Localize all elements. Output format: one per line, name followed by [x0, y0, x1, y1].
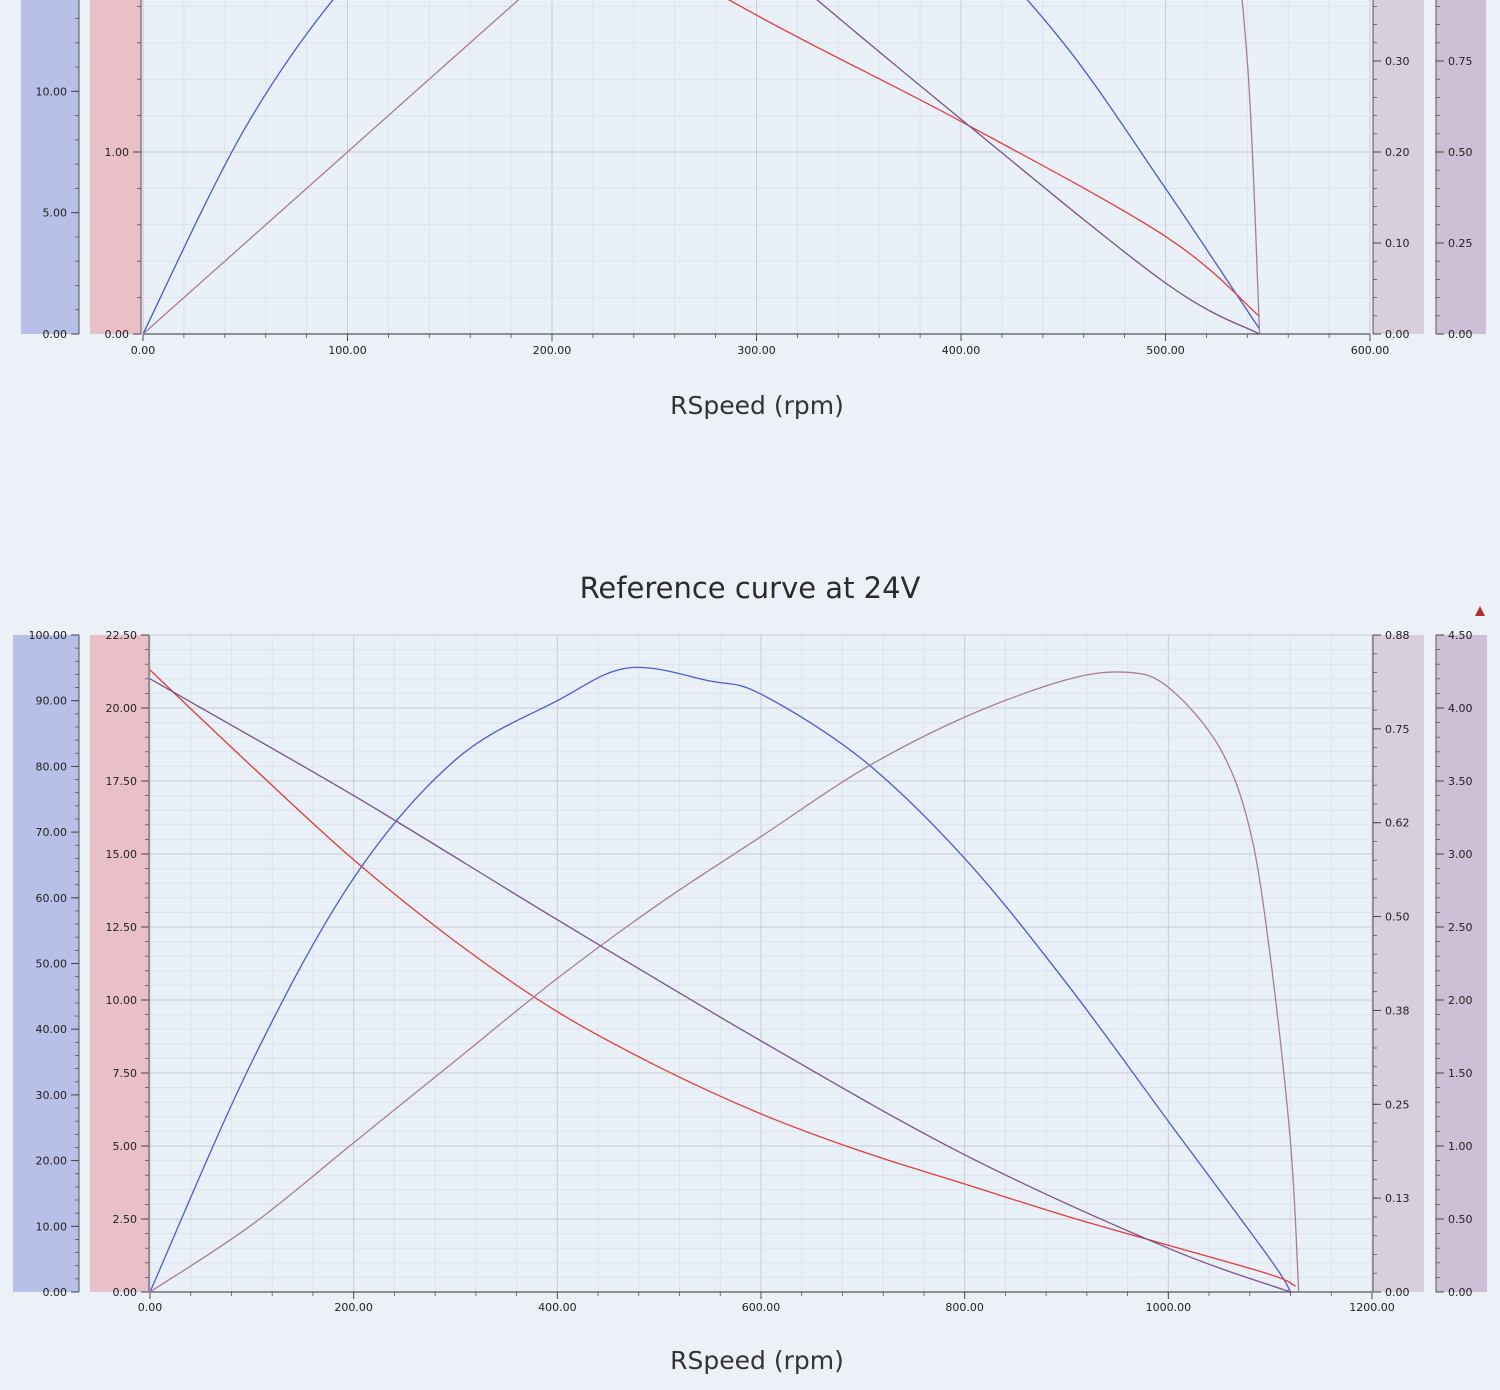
y-tick-label-power: 0.13 — [1385, 1192, 1410, 1205]
axis-band-current — [90, 0, 141, 334]
chart-top: RSpeed (rpm) 0.00 100.00 200.00 300.00 400.0… — [21, 0, 1486, 420]
series-line-current — [727, 0, 1261, 317]
y-tick-label-power: 0.10 — [1385, 237, 1410, 250]
axis-band-torque — [1436, 0, 1486, 334]
series-line-efficiency — [143, 0, 1261, 334]
y-tick-label-torque: 0.50 — [1448, 1213, 1473, 1226]
series-line-torque — [150, 678, 1291, 1292]
x-tick-label: 800.00 — [945, 1301, 984, 1314]
x-axis-label: RSpeed (rpm) — [670, 1346, 844, 1375]
axis-band-current — [90, 635, 149, 1292]
y-tick-label-torque: 4.00 — [1448, 702, 1473, 715]
x-tick-label: 600.00 — [742, 1301, 781, 1314]
y-tick-label-current: 5.00 — [113, 1140, 138, 1153]
axis-band-efficiency — [13, 635, 79, 1292]
y-tick-label-current: 17.50 — [106, 775, 138, 788]
series-line-power — [150, 671, 1300, 1292]
y-tick-label-torque: 3.00 — [1448, 848, 1473, 861]
y-tick-label-torque: 0.00 — [1448, 328, 1473, 341]
y-tick-label-torque: 0.50 — [1448, 146, 1473, 159]
y-tick-label-power: 0.00 — [1385, 328, 1410, 341]
y-tick-label-current: 15.00 — [106, 848, 138, 861]
x-tick-label: 100.00 — [328, 344, 367, 357]
y-tick-label-efficiency: 90.00 — [36, 695, 68, 708]
y-tick-label-power: 0.30 — [1385, 55, 1410, 68]
chart-title: Reference curve at 24V — [580, 571, 921, 605]
axis-band-power — [1373, 0, 1424, 334]
y-tick-label-efficiency: 20.00 — [36, 1155, 68, 1168]
y-tick-label-efficiency: 100.00 — [29, 629, 68, 642]
y-tick-label-torque: 2.00 — [1448, 994, 1473, 1007]
x-tick-label: 400.00 — [538, 1301, 577, 1314]
y-tick-label-power: 0.62 — [1385, 817, 1410, 830]
y-tick-label-current: 10.00 — [106, 994, 138, 1007]
y-tick-label-power: 0.88 — [1385, 629, 1410, 642]
chart-bottom: Reference curve at 24V RSpeed (rpm) 0.00… — [13, 571, 1487, 1375]
y-tick-label-power: 0.25 — [1385, 1098, 1410, 1111]
x-tick-label: 300.00 — [737, 344, 776, 357]
y-tick-label-current: 1.00 — [105, 146, 130, 159]
series-line-torque — [816, 0, 1260, 334]
y-tick-label-torque: 1.00 — [1448, 1140, 1473, 1153]
x-tick-label: 500.00 — [1146, 344, 1185, 357]
y-tick-label-current: 0.00 — [105, 328, 130, 341]
series-group — [143, 0, 1261, 334]
y-tick-label-efficiency: 5.00 — [43, 207, 68, 220]
x-tick-label: 200.00 — [533, 344, 572, 357]
y-tick-label-efficiency: 10.00 — [36, 85, 68, 98]
y-tick-label-power: 0.00 — [1385, 1286, 1410, 1299]
axis-band-power — [1373, 635, 1424, 1292]
y-tick-label-power: 0.20 — [1385, 146, 1410, 159]
y-tick-label-current: 2.50 — [113, 1213, 138, 1226]
x-tick-label: 0.00 — [138, 1301, 163, 1314]
y-tick-label-efficiency: 60.00 — [36, 892, 68, 905]
y-tick-label-efficiency: 40.00 — [36, 1023, 68, 1036]
y-tick-label-torque: 2.50 — [1448, 921, 1473, 934]
x-axis-label: RSpeed (rpm) — [670, 391, 844, 420]
x-tick-label: 400.00 — [942, 344, 981, 357]
x-tick-label: 0.00 — [131, 344, 156, 357]
y-tick-label-efficiency: 10.00 — [36, 1220, 68, 1233]
y-tick-label-power: 0.38 — [1385, 1004, 1410, 1017]
y-tick-label-current: 12.50 — [106, 921, 138, 934]
y-tick-label-torque: 3.50 — [1448, 775, 1473, 788]
y-tick-label-efficiency: 80.00 — [36, 760, 68, 773]
marker-triangle-icon — [1475, 606, 1485, 616]
x-tick-label: 200.00 — [334, 1301, 373, 1314]
y-tick-label-current: 0.00 — [113, 1286, 138, 1299]
y-tick-label-torque: 0.25 — [1448, 237, 1473, 250]
grid — [149, 634, 1373, 1293]
series-line-efficiency — [150, 666, 1292, 1292]
y-tick-label-torque: 4.50 — [1448, 629, 1473, 642]
axis-band-efficiency — [21, 0, 79, 334]
axis-band-torque — [1436, 635, 1487, 1292]
y-tick-label-current: 22.50 — [106, 629, 138, 642]
x-tick-label: 1000.00 — [1146, 1301, 1192, 1314]
y-tick-label-current: 20.00 — [106, 702, 138, 715]
x-tick-label: 600.00 — [1351, 344, 1390, 357]
y-tick-label-efficiency: 0.00 — [43, 328, 68, 341]
y-tick-label-torque: 0.00 — [1448, 1286, 1473, 1299]
series-group — [150, 666, 1300, 1292]
series-line-power — [143, 0, 1261, 334]
y-tick-label-efficiency: 50.00 — [36, 958, 68, 971]
y-tick-label-efficiency: 0.00 — [43, 1286, 68, 1299]
y-tick-label-current: 7.50 — [113, 1067, 138, 1080]
y-tick-label-power: 0.50 — [1385, 911, 1410, 924]
y-tick-label-torque: 0.75 — [1448, 55, 1473, 68]
y-tick-label-efficiency: 70.00 — [36, 826, 68, 839]
y-tick-label-torque: 1.50 — [1448, 1067, 1473, 1080]
x-tick-label: 1200.00 — [1349, 1301, 1395, 1314]
y-tick-label-efficiency: 30.00 — [36, 1089, 68, 1102]
y-tick-label-power: 0.75 — [1385, 723, 1410, 736]
